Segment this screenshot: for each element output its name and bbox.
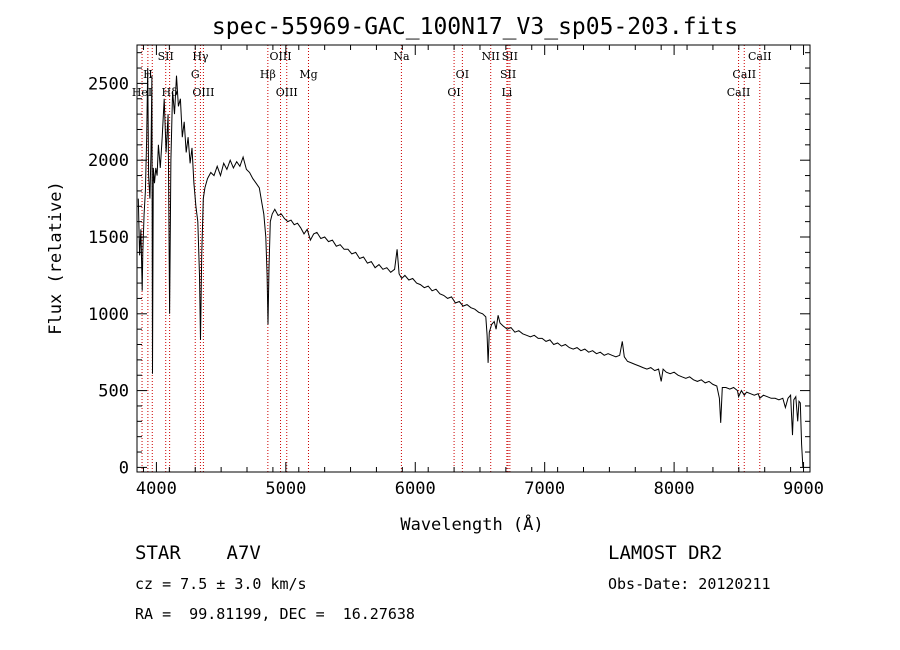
star-type: STAR A7V <box>135 542 261 564</box>
x-tick-label: 9000 <box>783 479 824 499</box>
x-tick-label: 7000 <box>524 479 565 499</box>
ra-dec: RA = 99.81199, DEC = 16.27638 <box>135 605 415 623</box>
redshift-cz: cz = 7.5 ± 3.0 km/s <box>135 575 307 593</box>
x-tick-label: 4000 <box>136 479 177 499</box>
spectral-lines-layer <box>141 45 761 472</box>
x-tick-label: 8000 <box>654 479 695 499</box>
spectral-line-label-3: SII <box>158 50 174 63</box>
spectral-line-label-10: OIII <box>276 86 298 99</box>
spectral-line-label-20: CaII <box>732 68 756 81</box>
y-tick-label: 2000 <box>88 151 129 171</box>
y-tick-label: 0 <box>119 458 129 478</box>
y-tick-label: 1500 <box>88 228 129 248</box>
chart-title: spec-55969-GAC_100N17_V3_sp05-203.fits <box>212 14 738 40</box>
spectral-line-label-16: Li <box>501 86 512 99</box>
y-axis-label: Flux (relative) <box>46 181 66 335</box>
x-tick-label: 6000 <box>395 479 436 499</box>
spectral-line-label-1: H <box>143 68 153 81</box>
plot-frame <box>136 44 811 473</box>
y-tick-label: 500 <box>98 382 129 402</box>
x-axis-label: Wavelength (Å) <box>400 513 543 535</box>
spectral-line-label-17: SII <box>500 68 516 81</box>
spectral-line-label-6: Hγ <box>192 50 209 63</box>
obs-date: Obs-Date: 20120211 <box>608 575 771 593</box>
x-tick-label: 5000 <box>265 479 306 499</box>
line-labels-layer: HeIHSIIHδGHγOIIIHβOIIIOIIIMgNaOIOINIILiS… <box>132 50 772 99</box>
spectral-line-label-4: Hδ <box>162 86 179 99</box>
spectral-line-label-8: Hβ <box>260 68 276 81</box>
spectral-line-label-21: CaII <box>748 50 772 63</box>
spectral-line-label-5: G <box>191 68 200 81</box>
spectral-line-label-11: Mg <box>299 68 317 81</box>
spectral-line-label-7: OIII <box>192 86 214 99</box>
survey-name: LAMOST DR2 <box>608 542 723 564</box>
spectral-line-label-0: HeI <box>132 86 152 99</box>
spectral-line-label-12: Na <box>393 50 410 63</box>
spectral-line-label-14: OI <box>456 68 469 81</box>
series-layer <box>137 67 804 468</box>
spectral-line-label-19: CaII <box>727 86 751 99</box>
spectral-line-label-15: NII <box>482 50 500 63</box>
flux-series-line <box>137 67 804 468</box>
spectral-line-label-13: OI <box>447 86 460 99</box>
y-tick-label: 1000 <box>88 305 129 325</box>
spectral-line-label-18: SII <box>502 50 518 63</box>
spectral-line-label-9: OIII <box>269 50 291 63</box>
axes-layer: 4000 5000 6000 7000 8000 9000 0 500 1000 1500 2000… <box>88 44 824 499</box>
y-tick-label: 2500 <box>88 74 129 94</box>
